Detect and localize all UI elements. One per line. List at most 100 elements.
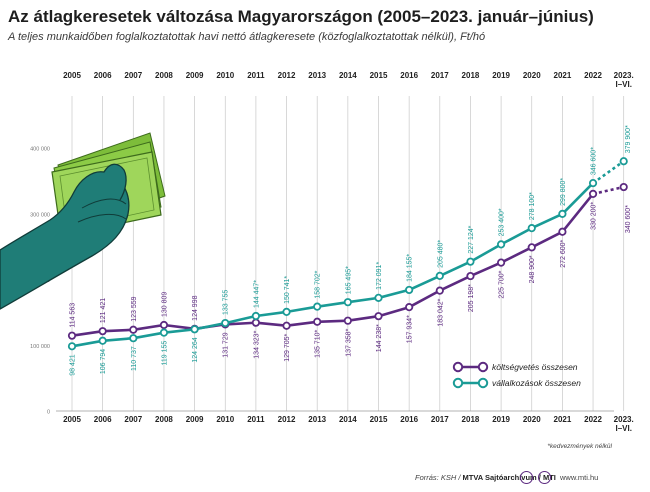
value-label: 137 358* (345, 328, 352, 356)
value-label: 330 200* (591, 202, 598, 230)
y-tick-label: 0 (47, 410, 50, 416)
x-tick-label: 2011 (247, 415, 265, 424)
data-point (221, 318, 230, 328)
data-point (251, 311, 260, 321)
chart-subtitle: A teljes munkaidőben foglalkoztatottak h… (8, 31, 486, 43)
series-line (71, 182, 594, 348)
x-tick-label-top: 2022 (584, 71, 602, 80)
data-point (313, 302, 322, 311)
value-label: 248 900* (529, 255, 536, 283)
legend: költségvetés összesen vállalkozások össze… (452, 361, 581, 389)
series-line (71, 193, 595, 337)
value-label: 114 563 (70, 303, 77, 328)
data-point (190, 325, 199, 334)
value-label: 98 421 (70, 354, 77, 376)
legend-marker (452, 361, 464, 373)
x-tick-label: 2010 (216, 415, 234, 424)
value-label: 157 934* (407, 315, 414, 343)
value-label: 165 495* (345, 266, 352, 294)
x-tick-label: 2007 (124, 415, 142, 424)
mtva-logo-icon (520, 471, 533, 484)
data-point (405, 303, 414, 312)
data-point (466, 257, 475, 266)
x-tick-label-top: 2015 (370, 71, 388, 80)
source-agency: MTVA Sajtóarchívum / MTI (462, 473, 556, 482)
x-tick-label-top: 2009 (186, 71, 204, 80)
x-tick-label: 2020 (523, 415, 541, 424)
data-point (343, 316, 352, 325)
value-label: 346 600* (591, 147, 598, 175)
x-tick-label: 2019 (492, 415, 510, 424)
data-point (67, 342, 77, 351)
value-label: 225 700* (499, 270, 506, 298)
value-label: 272 600* (560, 239, 567, 267)
data-point (435, 271, 444, 280)
x-tick-label: 2013 (308, 415, 326, 424)
x-tick-label-top: 2023. I–VI. (614, 71, 634, 89)
value-label: 121 421 (100, 298, 107, 323)
finger-line (81, 198, 127, 209)
x-tick-label-top: 2021 (554, 71, 572, 80)
data-point (558, 227, 567, 236)
x-tick-label: 2012 (278, 415, 296, 424)
y-tick-label: 100 000 (30, 344, 50, 350)
x-tick-label: 2006 (94, 415, 112, 424)
data-point (67, 331, 77, 340)
value-label: 158 702* (315, 270, 322, 298)
data-point (159, 328, 169, 337)
x-tick-label: 2014 (339, 415, 357, 424)
x-tick-label: 2018 (462, 415, 480, 424)
chart-title: Az átlagkeresetek változása Magyarország… (8, 7, 594, 26)
footer-logos: www.mti.hu (520, 471, 650, 487)
legend-marker (452, 377, 464, 389)
x-tick-label: 2016 (400, 415, 418, 424)
data-point (588, 189, 598, 198)
x-tick-label: 2015 (370, 415, 388, 424)
value-label: 144 447* (253, 280, 260, 308)
value-label: 299 800* (560, 178, 567, 206)
data-point (405, 285, 414, 295)
data-point (558, 209, 567, 218)
grid-lines (71, 96, 625, 411)
data-point (374, 312, 383, 321)
x-tick-label: 2005 (63, 415, 81, 424)
x-tick-label-top: 2019 (492, 71, 510, 80)
data-point (374, 293, 383, 302)
finger-line (77, 214, 127, 223)
x-tick-label: 2008 (155, 415, 173, 424)
y-tick-label: 300 000 (30, 212, 50, 218)
value-label: 205 198* (468, 284, 475, 312)
legend-label: költségvetés összesen (492, 362, 578, 372)
value-label: 183 042* (437, 298, 444, 326)
data-point (313, 317, 322, 326)
y-tick-label: 400 000 (30, 147, 50, 153)
data-point (129, 334, 138, 343)
x-tick-label: 2023. I–VI. (614, 415, 634, 433)
x-tick-label-top: 2006 (94, 71, 112, 80)
value-label: 106 794 (100, 349, 107, 374)
series-line-dashed (592, 160, 625, 185)
data-point (129, 325, 138, 334)
value-label: 134 323* (253, 330, 260, 358)
x-tick-label: 2021 (554, 415, 572, 424)
series-business-sector (67, 157, 628, 351)
x-tick-label-top: 2014 (339, 71, 357, 80)
legend-marker (477, 377, 489, 389)
data-point (282, 321, 291, 330)
data-point (98, 336, 107, 345)
legend-label: vállalkozások összesen (492, 378, 581, 388)
hand-holding-money-icon (0, 132, 166, 310)
data-point (588, 179, 598, 188)
legend-marker (477, 361, 489, 373)
thumb-shape (103, 163, 127, 201)
x-tick-label: 2009 (186, 415, 204, 424)
value-label: 172 091* (376, 262, 383, 290)
value-label: 340 600* (625, 205, 632, 233)
x-tick-label-top: 2008 (155, 71, 173, 80)
source-label: Forrás: KSH / (415, 473, 463, 482)
data-point (98, 327, 107, 336)
source-credit: Forrás: KSH / MTVA Sajtóarchívum / MTI (415, 473, 556, 482)
value-label: 124 264 (192, 337, 199, 362)
data-point (619, 182, 628, 192)
